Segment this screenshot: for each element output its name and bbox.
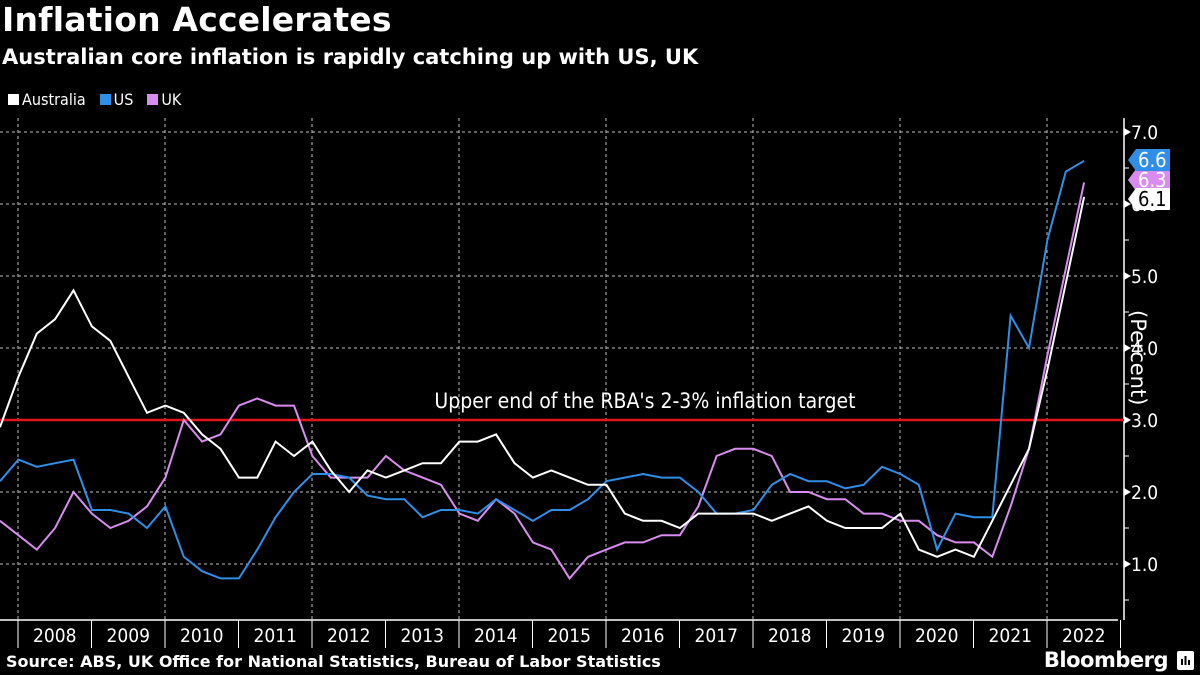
legend-swatch-us — [99, 94, 111, 105]
x-tick-label: 2021 — [989, 625, 1033, 647]
x-tick-label: 2011 — [254, 625, 298, 647]
y-tick-marker — [1124, 488, 1131, 496]
legend-swatch-australia — [8, 94, 19, 105]
y-tick-marker — [1124, 128, 1131, 136]
reference-line-group: Upper end of the RBA's 2-3% inflation ta… — [0, 389, 1124, 422]
end-label-box — [1128, 169, 1170, 191]
legend-label-australia: Australia — [22, 90, 86, 109]
source-note: Source: ABS, UK Office for National Stat… — [6, 652, 661, 671]
x-tick-label: 2010 — [180, 625, 224, 647]
series-lines — [0, 159, 1086, 581]
y-tick-label: 7.0 — [1131, 122, 1158, 144]
gridlines — [0, 118, 1118, 620]
x-axis: 2008 2009 2010 2011 2012 2013 2014 2015 2016 2017… — [0, 619, 1121, 648]
chart-subtitle: Australian core inflation is rapidly cat… — [2, 45, 699, 69]
legend-label-us: US — [113, 90, 134, 109]
series-line-australia — [0, 196, 1086, 559]
y-tick-label: 1.0 — [1131, 554, 1158, 576]
x-tick-label: 2017 — [695, 625, 739, 647]
x-tick-label: 2008 — [33, 625, 77, 647]
x-tick-label: 2014 — [474, 625, 518, 647]
end-label-australia: 6.1 — [1128, 187, 1170, 211]
y-tick-marker — [1124, 272, 1131, 280]
end-labels: 6.36.16.6 — [1128, 148, 1170, 211]
x-tick-label: 2022 — [1062, 625, 1106, 647]
y-tick-label: 4.0 — [1131, 338, 1158, 360]
y-tick-marker — [1124, 200, 1131, 208]
series-line-us — [0, 159, 1085, 580]
x-tick-label: 2018 — [768, 625, 812, 647]
series-line-uk — [0, 182, 1086, 581]
legend-item-uk: UK — [147, 90, 181, 109]
y-axis-label: (Percent) — [1126, 310, 1150, 406]
legend-item-us: US — [99, 90, 134, 109]
x-tick-label: 2019 — [842, 625, 886, 647]
chart-title: Inflation Accelerates — [2, 0, 392, 39]
y-tick-marker — [1124, 560, 1131, 568]
end-label-text: 6.1 — [1138, 187, 1167, 211]
y-axis: 1.02.03.04.05.06.07.0 — [1123, 118, 1158, 620]
y-tick-marker — [1124, 344, 1131, 352]
x-tick-label: 2013 — [401, 625, 445, 647]
y-tick-marker — [1124, 416, 1131, 424]
reference-line-label: Upper end of the RBA's 2-3% inflation ta… — [434, 389, 855, 413]
y-tick-label: 3.0 — [1131, 410, 1158, 432]
x-tick-label: 2015 — [548, 625, 592, 647]
legend-item-australia: Australia — [8, 90, 86, 109]
end-label-box — [1128, 188, 1170, 210]
x-tick-label: 2020 — [915, 625, 959, 647]
y-tick-label: 5.0 — [1131, 266, 1158, 288]
y-tick-label: 2.0 — [1131, 482, 1158, 504]
x-tick-label: 2016 — [621, 625, 665, 647]
legend-label-uk: UK — [161, 90, 182, 109]
brand-logo: Bloomberg — [1043, 648, 1169, 672]
bloomberg-chart-icon — [1177, 651, 1194, 670]
legend-swatch-uk — [147, 94, 159, 105]
x-tick-label: 2009 — [107, 625, 151, 647]
x-tick-label: 2012 — [327, 625, 371, 647]
end-label-us: 6.6 — [1128, 148, 1170, 172]
end-label-text: 6.6 — [1138, 148, 1167, 172]
legend: Australia US UK — [8, 90, 181, 109]
end-label-box — [1128, 149, 1170, 171]
